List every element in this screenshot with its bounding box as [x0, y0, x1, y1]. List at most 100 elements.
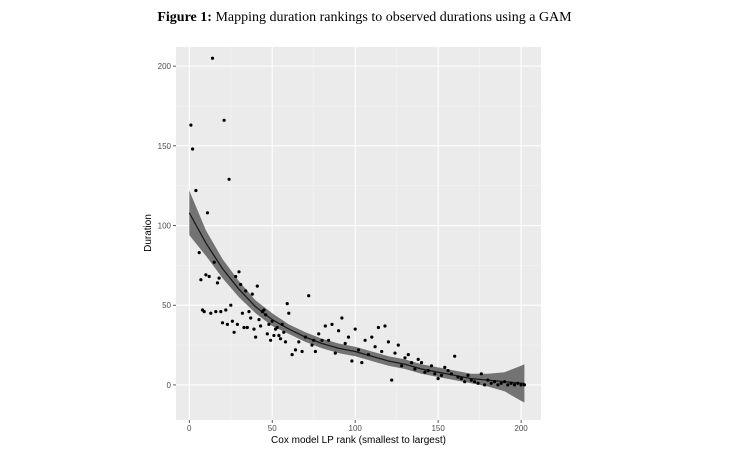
gam-smooth-line	[188, 212, 525, 384]
y-tick-label: 150	[158, 142, 172, 151]
data-point	[327, 338, 331, 342]
figure-title: Figure 1: Mapping duration rankings to o…	[0, 10, 729, 26]
x-axis-title: Cox model LP rank (smallest to largest)	[271, 435, 446, 446]
data-point	[423, 370, 427, 374]
y-tick-label: 0	[167, 381, 172, 390]
data-point	[522, 383, 527, 387]
data-point	[242, 325, 246, 330]
data-point	[269, 338, 273, 342]
data-point	[323, 324, 327, 328]
data-point	[237, 270, 241, 274]
data-point	[280, 322, 284, 326]
data-point	[312, 338, 316, 342]
data-point	[356, 348, 361, 352]
data-point	[403, 356, 407, 360]
data-point	[287, 311, 291, 315]
data-point	[197, 251, 201, 255]
smooth-ribbon-layer	[188, 190, 525, 403]
data-point	[396, 343, 400, 347]
data-point	[333, 351, 337, 355]
x-tick-label: 200	[514, 424, 528, 433]
data-point	[235, 322, 239, 326]
data-point	[413, 367, 417, 371]
data-point	[225, 322, 229, 326]
data-point	[489, 381, 493, 385]
data-point	[479, 372, 483, 376]
data-point	[240, 311, 244, 315]
data-point	[207, 274, 211, 279]
data-point	[275, 325, 279, 330]
data-point	[214, 310, 218, 314]
axis-ticks: 0 50 100 150 200 0 50 100 150 200	[158, 62, 529, 433]
data-point	[317, 332, 321, 336]
data-point	[283, 340, 288, 344]
data-point	[224, 308, 228, 312]
data-point	[436, 377, 440, 381]
data-point	[265, 332, 269, 336]
data-point	[210, 56, 215, 60]
data-point	[390, 378, 394, 382]
data-point	[496, 383, 500, 387]
data-point	[255, 284, 259, 288]
data-point	[300, 349, 304, 354]
gam-confidence-ribbon	[189, 190, 525, 403]
data-point	[310, 343, 314, 347]
data-point	[252, 327, 256, 331]
data-point	[191, 147, 195, 151]
data-point	[446, 369, 450, 373]
y-axis-title: Duration	[143, 214, 154, 252]
data-point	[350, 359, 354, 363]
data-point	[343, 341, 347, 346]
data-point	[439, 373, 444, 377]
data-point	[245, 325, 249, 330]
data-point	[219, 310, 223, 314]
data-point	[290, 353, 294, 357]
data-point	[244, 289, 248, 293]
data-point	[459, 377, 463, 381]
data-point	[270, 319, 274, 323]
data-point	[297, 340, 301, 344]
data-point	[366, 353, 371, 357]
data-point	[416, 357, 420, 361]
data-point	[307, 294, 311, 298]
data-point	[506, 383, 510, 387]
data-point	[220, 321, 225, 325]
data-point	[249, 316, 253, 320]
data-point	[303, 335, 307, 339]
data-point	[516, 381, 520, 385]
data-point	[215, 281, 220, 285]
data-point	[209, 311, 213, 315]
data-point	[313, 349, 317, 354]
data-point	[337, 329, 341, 333]
data-point	[199, 278, 203, 282]
data-point	[360, 361, 364, 365]
data-point	[476, 381, 480, 385]
x-tick-label: 50	[268, 424, 277, 433]
data-point	[443, 365, 447, 369]
data-point	[277, 333, 281, 338]
data-point	[410, 361, 414, 365]
data-point	[254, 335, 258, 339]
data-point	[234, 274, 238, 279]
data-point	[373, 345, 377, 349]
y-tick-label: 200	[158, 62, 172, 71]
data-point	[469, 378, 473, 382]
data-point	[376, 325, 380, 330]
data-point	[449, 372, 453, 376]
data-point	[340, 316, 344, 320]
y-tick-label: 50	[162, 301, 171, 310]
data-point	[262, 308, 266, 312]
data-point	[509, 381, 513, 385]
data-point	[272, 333, 276, 338]
data-point	[346, 335, 351, 339]
data-point	[250, 292, 254, 296]
data-point	[285, 302, 289, 306]
data-point	[429, 364, 434, 368]
data-point	[386, 340, 390, 344]
data-point	[282, 330, 286, 334]
data-point	[426, 369, 430, 373]
data-point	[217, 276, 221, 280]
data-point	[383, 324, 387, 328]
figure-caption: Mapping duration rankings to observed du…	[215, 10, 572, 25]
